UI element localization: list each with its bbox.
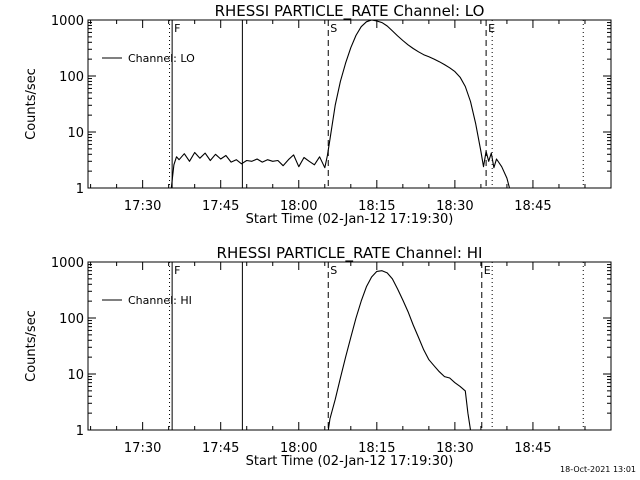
plot-frame (87, 19, 612, 189)
x-axis-label: Start Time (02-Jan-12 17:19:30) (246, 212, 454, 227)
x-axis-label: Start Time (02-Jan-12 17:19:30) (246, 454, 454, 469)
x-tick-label: 18:45 (514, 441, 551, 456)
y-tick-label: 1 (76, 182, 84, 197)
marker-label-f: F (174, 22, 180, 35)
y-axis-label: Counts/sec (24, 68, 39, 140)
series-line-1 (170, 19, 511, 189)
marker-label-e: E (484, 264, 491, 277)
timestamp: 18-Oct-2021 13:01 (560, 465, 636, 474)
marker-label-e: E (488, 22, 495, 35)
y-tick-label: 10 (67, 126, 84, 141)
marker-label-f: F (174, 264, 180, 277)
marker-label-s: S (330, 264, 337, 277)
y-tick-label: 1000 (51, 256, 84, 271)
y-tick-label: 1000 (51, 14, 84, 29)
y-axis-label: Counts/sec (24, 310, 39, 382)
x-tick-label: 18:15 (358, 441, 395, 456)
x-tick-label: 17:45 (202, 199, 239, 214)
y-tick-label: 100 (59, 312, 84, 327)
legend-label: Channel: HI (128, 294, 192, 307)
x-tick-label: 18:30 (436, 441, 473, 456)
x-tick-label: 18:00 (280, 199, 317, 214)
marker-label-s: S (330, 22, 337, 35)
y-tick-label: 10 (67, 368, 84, 383)
x-tick-label: 18:00 (280, 441, 317, 456)
x-tick-label: 17:30 (124, 199, 161, 214)
y-tick-label: 1 (76, 424, 84, 439)
legend-label: Channel: LO (128, 52, 195, 65)
chart-title: RHESSI PARTICLE_RATE Channel: LO (215, 2, 485, 21)
chart-title: RHESSI PARTICLE_RATE Channel: HI (217, 244, 483, 263)
series-line-1 (327, 270, 472, 431)
x-tick-label: 18:30 (436, 199, 473, 214)
y-tick-label: 100 (59, 70, 84, 85)
plot-frame (87, 261, 612, 431)
x-tick-label: 18:15 (358, 199, 395, 214)
x-tick-label: 17:45 (202, 441, 239, 456)
x-tick-label: 18:45 (514, 199, 551, 214)
x-tick-label: 17:30 (124, 441, 161, 456)
